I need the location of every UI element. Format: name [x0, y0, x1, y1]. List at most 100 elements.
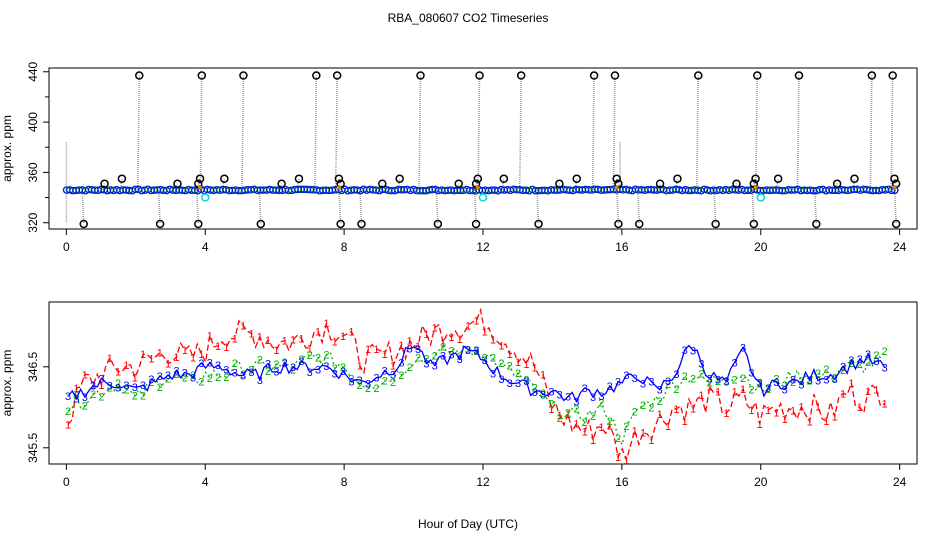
- series-marker-1: 1: [615, 452, 621, 464]
- series-marker-3: 3: [332, 368, 338, 380]
- series-marker-3: 3: [673, 369, 679, 381]
- series-marker-3: 3: [157, 371, 163, 383]
- series-marker-3: 3: [857, 354, 863, 366]
- calibration-spike: [796, 75, 800, 191]
- series-marker-1: 1: [498, 340, 504, 352]
- series-marker-1: 1: [107, 353, 113, 365]
- series-marker-2: 2: [498, 358, 504, 370]
- series-marker-2: 2: [423, 354, 429, 366]
- series-marker-1: 1: [832, 411, 838, 423]
- calibration-spike: [477, 75, 481, 191]
- series-marker-1: 1: [557, 410, 563, 422]
- transition-point: [198, 185, 203, 190]
- series-marker-3: 3: [440, 351, 446, 363]
- series-marker-2: 2: [65, 406, 71, 418]
- calibration-point: [195, 174, 205, 183]
- series-marker-3: 3: [423, 358, 429, 370]
- series-marker-2: 2: [232, 358, 238, 370]
- series-marker-1: 1: [123, 360, 129, 372]
- calibration-spike: [612, 75, 616, 191]
- series-marker-3: 3: [790, 374, 796, 386]
- series-marker-1: 1: [448, 332, 454, 344]
- x-tick-label: 16: [615, 475, 629, 489]
- series-marker-1: 1: [732, 387, 738, 399]
- calibration-point: [277, 179, 286, 188]
- series-marker-2: 2: [98, 391, 104, 403]
- series-marker-2: 2: [307, 350, 313, 362]
- calibration-point: [499, 174, 509, 183]
- series-marker-1: 1: [798, 402, 804, 414]
- series-marker-2: 2: [90, 389, 96, 401]
- calibration-point: [336, 219, 345, 229]
- series-marker-2: 2: [665, 379, 671, 391]
- series-marker-3: 3: [548, 386, 554, 398]
- series-marker-2: 2: [448, 346, 454, 358]
- series-marker-3: 3: [82, 392, 88, 404]
- series-marker-1: 1: [607, 420, 613, 432]
- calibration-spike: [518, 75, 522, 191]
- transition-point: [753, 185, 758, 190]
- series-marker-1: 1: [690, 404, 696, 416]
- series-marker-1: 1: [140, 349, 146, 361]
- series-marker-2: 2: [765, 384, 771, 396]
- series-marker-2: 2: [140, 390, 146, 402]
- series-marker-3: 3: [207, 358, 213, 370]
- series-marker-1: 1: [440, 338, 446, 350]
- series-marker-1: 1: [257, 332, 263, 344]
- series-marker-2: 2: [707, 377, 713, 389]
- calibration-point: [753, 71, 762, 80]
- series-marker-2: 2: [407, 362, 413, 374]
- series-marker-1: 1: [265, 335, 271, 347]
- series-marker-3: 3: [557, 389, 563, 401]
- series-marker-3: 3: [148, 374, 154, 386]
- calibration-point: [850, 174, 859, 183]
- series-marker-3: 3: [248, 367, 254, 379]
- series-marker-3: 3: [315, 365, 321, 377]
- series-marker-3: 3: [357, 375, 363, 387]
- calibration-spike: [696, 75, 700, 191]
- series-marker-1: 1: [465, 320, 471, 332]
- series-marker-2: 2: [698, 369, 704, 381]
- series-marker-3: 3: [765, 383, 771, 395]
- calibration-spike: [258, 189, 262, 225]
- series-marker-1: 1: [840, 389, 846, 401]
- series-marker-2: 2: [382, 375, 388, 387]
- series-marker-3: 3: [398, 357, 404, 369]
- series-marker-1: 1: [323, 318, 329, 330]
- series-marker-2: 2: [715, 376, 721, 388]
- series-marker-2: 2: [198, 376, 204, 388]
- series-marker-3: 3: [640, 379, 646, 391]
- series-marker-3: 3: [682, 345, 688, 357]
- calibration-spike: [636, 189, 640, 225]
- series-marker-1: 1: [248, 328, 254, 340]
- series-marker-1: 1: [782, 414, 788, 426]
- series-marker-1: 1: [598, 422, 604, 434]
- calibration-point: [888, 71, 897, 80]
- transition-point: [614, 185, 619, 190]
- series-marker-1: 1: [673, 404, 679, 416]
- series-marker-3: 3: [273, 367, 279, 379]
- series-marker-3: 3: [748, 368, 754, 380]
- series-marker-3: 3: [457, 354, 463, 366]
- series-marker-3: 3: [507, 378, 513, 390]
- y-axis-label: approx. ppm: [0, 350, 14, 417]
- series-marker-1: 1: [115, 367, 121, 379]
- series-marker-2: 2: [515, 368, 521, 380]
- calibration-point: [100, 179, 109, 188]
- series-marker-1: 1: [698, 390, 704, 402]
- series-marker-3: 3: [390, 369, 396, 381]
- calibration-point: [173, 179, 182, 188]
- series-marker-1: 1: [207, 330, 213, 342]
- calibration-spike: [359, 189, 363, 225]
- series-marker-3: 3: [582, 383, 588, 395]
- series-marker-2: 2: [215, 372, 221, 384]
- series-marker-3: 3: [540, 389, 546, 401]
- calibration-point: [516, 71, 526, 80]
- y-tick-label: 360: [26, 162, 40, 182]
- transition-point: [336, 185, 341, 190]
- calibration-point: [589, 71, 599, 80]
- series-marker-1: 1: [523, 359, 529, 371]
- series-marker-3: 3: [490, 368, 496, 380]
- calibration-point: [749, 219, 759, 229]
- series-marker-3: 3: [140, 380, 146, 392]
